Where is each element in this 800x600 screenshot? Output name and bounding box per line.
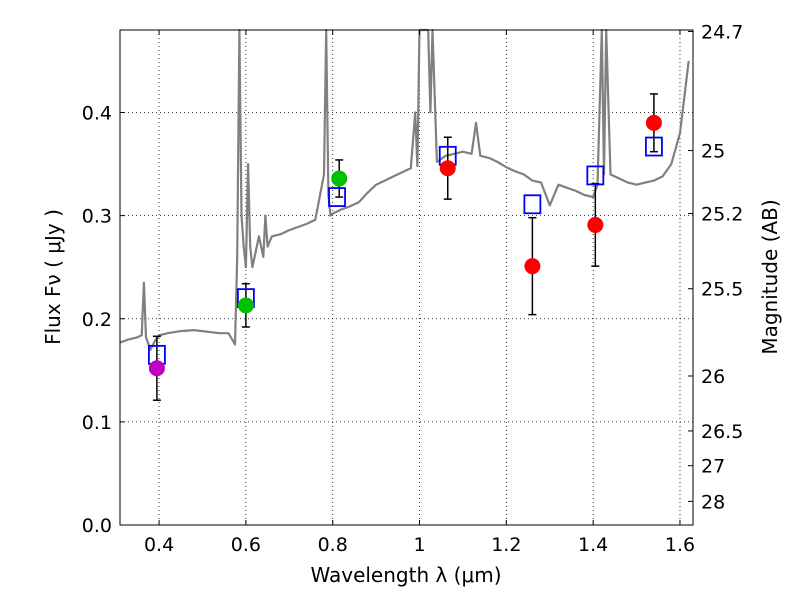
y-axis-label: Flux Fν ( μJy )	[41, 209, 65, 345]
mag-tick-label: 25.2	[701, 204, 743, 226]
model-point-square	[523, 194, 542, 215]
model-point-square	[645, 136, 663, 157]
error-bars	[152, 93, 658, 401]
y-tick-label: 0.2	[82, 309, 112, 331]
x-tick-label: 0.4	[144, 534, 174, 556]
x-tick-label: 1.6	[665, 534, 695, 556]
x-axis-label: Wavelength λ (μm)	[310, 563, 501, 587]
x-tick-label: 0.6	[231, 534, 261, 556]
observed-photometry-series	[148, 114, 662, 377]
observed-point	[331, 170, 348, 187]
x-tick-label: 1	[413, 534, 425, 556]
x-tick-label: 1.4	[578, 534, 608, 556]
observed-point	[524, 258, 541, 275]
observed-point	[587, 216, 604, 233]
mag-tick-label: 24.7	[701, 21, 743, 43]
grid-lines	[120, 30, 693, 525]
y-tick-label: 0.0	[82, 515, 112, 537]
observed-point	[645, 114, 662, 131]
mag-tick-label: 26	[701, 366, 725, 388]
y-tick-label: 0.3	[82, 206, 112, 228]
observed-point	[237, 297, 254, 314]
right-axis-label: Magnitude (AB)	[758, 199, 782, 354]
x-tick-label: 0.8	[318, 534, 348, 556]
axis-ticks: 0.4 0.6 0.8 1 1.2 1.4 1.6 0.0 0.1 0.2 0.3 0.4 24.7 25…	[82, 21, 744, 556]
plot-frame	[119, 29, 694, 526]
model-point-square	[328, 187, 346, 207]
mag-tick-label: 28	[701, 491, 725, 513]
y-tick-label: 0.4	[82, 103, 112, 125]
mag-tick-label: 27	[701, 456, 725, 478]
spectrum-line	[119, 28, 690, 351]
mag-tick-label: 25.5	[701, 279, 743, 301]
spectrum-series	[119, 28, 690, 351]
x-tick-label: 1.2	[491, 534, 521, 556]
model-point-square	[586, 165, 605, 186]
observed-point	[148, 360, 165, 377]
y-tick-label: 0.1	[82, 412, 112, 434]
mag-tick-label: 25	[701, 141, 725, 163]
mag-tick-label: 26.5	[701, 421, 743, 443]
observed-point	[439, 160, 456, 177]
